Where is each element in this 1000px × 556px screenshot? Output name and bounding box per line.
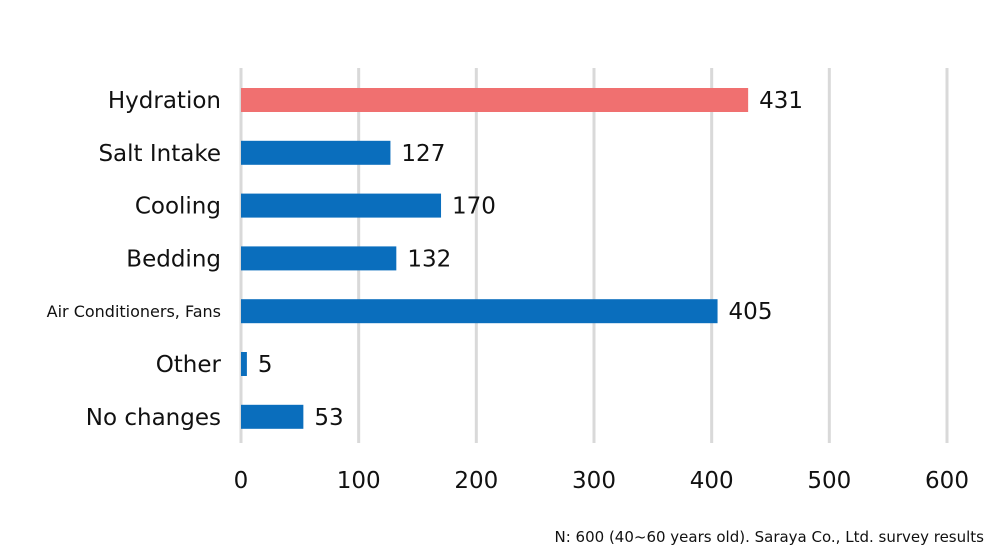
- x-tick-label: 100: [337, 468, 381, 494]
- category-label: No changes: [86, 405, 221, 431]
- bar: [241, 193, 442, 218]
- category-label: Salt Intake: [98, 141, 221, 167]
- bar: [241, 140, 391, 165]
- x-axis-tick-labels: 0 100 200 300 400 500 600: [234, 468, 969, 494]
- category-label: Other: [156, 352, 222, 378]
- data-label: 170: [452, 194, 496, 220]
- data-label: 5: [258, 352, 273, 378]
- data-label: 127: [401, 141, 445, 167]
- bar: [241, 299, 718, 324]
- x-tick-label: 0: [234, 468, 249, 494]
- category-label: Air Conditioners, Fans: [47, 302, 221, 321]
- x-tick-label: 600: [925, 468, 969, 494]
- data-label: 431: [759, 88, 803, 114]
- x-tick-label: 300: [572, 468, 616, 494]
- category-label: Cooling: [135, 194, 221, 220]
- bar: [241, 404, 304, 429]
- bar: [241, 88, 749, 112]
- category-label: Hydration: [108, 88, 221, 114]
- category-label: Bedding: [126, 246, 221, 272]
- footnote: N: 600 (40~60 years old). Saraya Co., Lt…: [554, 528, 985, 546]
- x-tick-label: 400: [690, 468, 734, 494]
- data-label: 132: [407, 246, 451, 272]
- gridlines: [239, 68, 949, 443]
- bars: [241, 88, 749, 429]
- bar: [241, 246, 397, 271]
- data-label: 405: [729, 299, 773, 325]
- data-label: 53: [314, 405, 343, 431]
- x-tick-label: 500: [807, 468, 851, 494]
- category-labels: Hydration Salt Intake Cooling Bedding Air Co…: [47, 88, 222, 431]
- x-tick-label: 200: [454, 468, 498, 494]
- bar: [241, 352, 247, 376]
